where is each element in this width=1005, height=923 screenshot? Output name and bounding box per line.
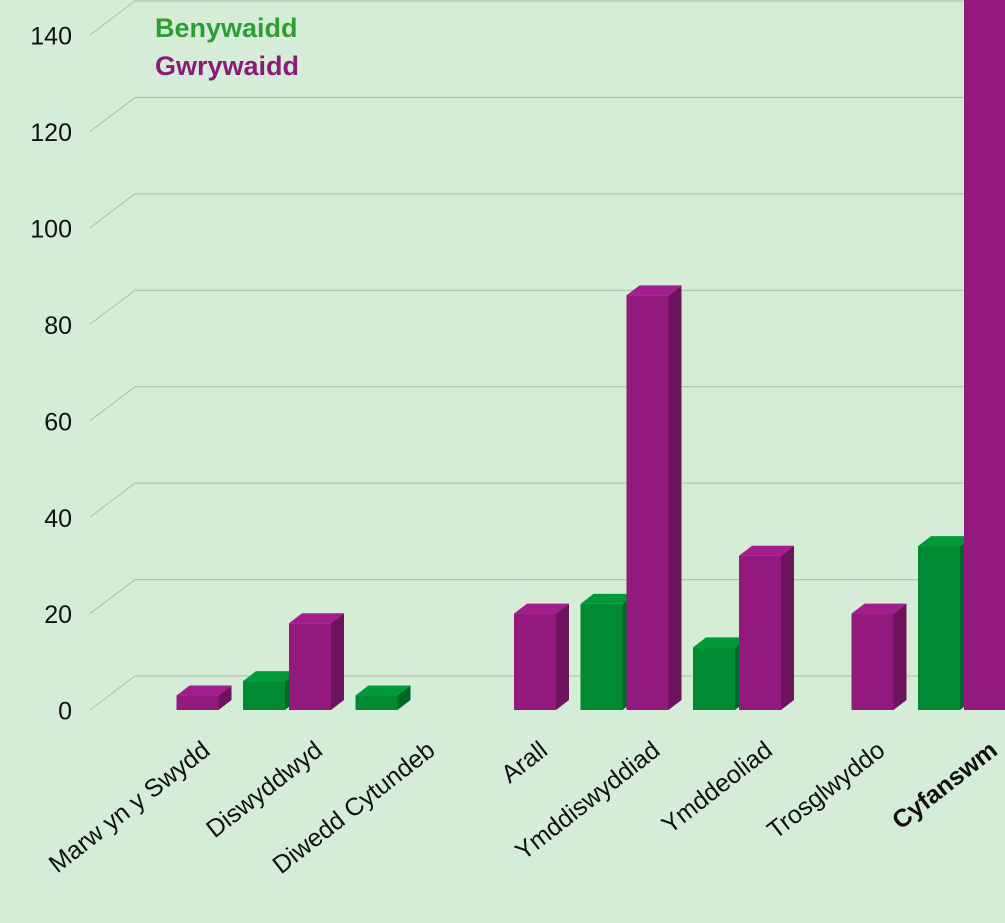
bar-top [243, 671, 298, 682]
legend-entry: Gwrywaidd [155, 51, 299, 81]
bar-front [243, 681, 285, 710]
y-tick-label: 40 [44, 505, 72, 533]
tick-mark [89, 386, 136, 422]
bar-side [668, 285, 682, 710]
bar [964, 0, 1005, 710]
bar-side [397, 685, 411, 710]
tick-mark [89, 97, 136, 132]
bar-side [218, 685, 232, 710]
bar-front [355, 695, 398, 710]
bar-front [693, 647, 735, 710]
tick-mark [89, 579, 136, 614]
bar-front [964, 0, 1005, 710]
bar [514, 603, 569, 710]
bar-side [781, 545, 794, 710]
bar-top [580, 593, 636, 604]
y-tick-label: 120 [30, 119, 72, 147]
bar-front [626, 295, 669, 710]
y-tick-label: 60 [44, 408, 72, 436]
bar-top [355, 685, 411, 696]
x-tick-label: Ymddeoliad [656, 736, 777, 839]
bar [289, 613, 344, 710]
tick-mark [89, 482, 136, 518]
bar-side [893, 603, 907, 710]
bar-front [289, 623, 331, 710]
tick-mark [89, 0, 136, 36]
tick-mark [89, 675, 136, 711]
bar-top [693, 637, 748, 648]
legend-entry: Benywaidd [155, 13, 298, 43]
bar-top [514, 603, 569, 614]
bar-front [176, 695, 219, 710]
bar-front [739, 555, 781, 710]
y-tick-label: 80 [44, 312, 72, 340]
bar-top [626, 285, 682, 296]
bar-front [514, 613, 556, 710]
bar [626, 285, 682, 710]
bar [355, 685, 411, 710]
bar-top [918, 536, 973, 547]
y-tick-label: 0 [58, 698, 72, 726]
bar-front [580, 603, 623, 710]
bar-front [918, 546, 960, 710]
tick-mark [89, 193, 136, 229]
bar [176, 685, 232, 710]
bar [851, 603, 907, 710]
bar [739, 545, 794, 710]
x-tick-label: Arall [496, 736, 553, 789]
y-tick-label: 100 [30, 215, 72, 243]
tick-mark [89, 289, 136, 325]
bar-top [851, 603, 907, 614]
bar-front [851, 613, 894, 710]
y-tick-label: 20 [44, 601, 72, 629]
bar-top [739, 545, 794, 556]
y-tick-label: 140 [30, 23, 72, 51]
x-tick-label: Cyfanswm [887, 736, 1003, 835]
bar-side [331, 613, 344, 710]
bar-top [289, 613, 344, 624]
bar-side [556, 603, 569, 710]
bar-top [176, 685, 232, 696]
bar [243, 671, 298, 710]
x-tick-label: Marw yn y Swydd [44, 736, 216, 879]
x-tick-label: Trosglwyddo [762, 736, 890, 845]
